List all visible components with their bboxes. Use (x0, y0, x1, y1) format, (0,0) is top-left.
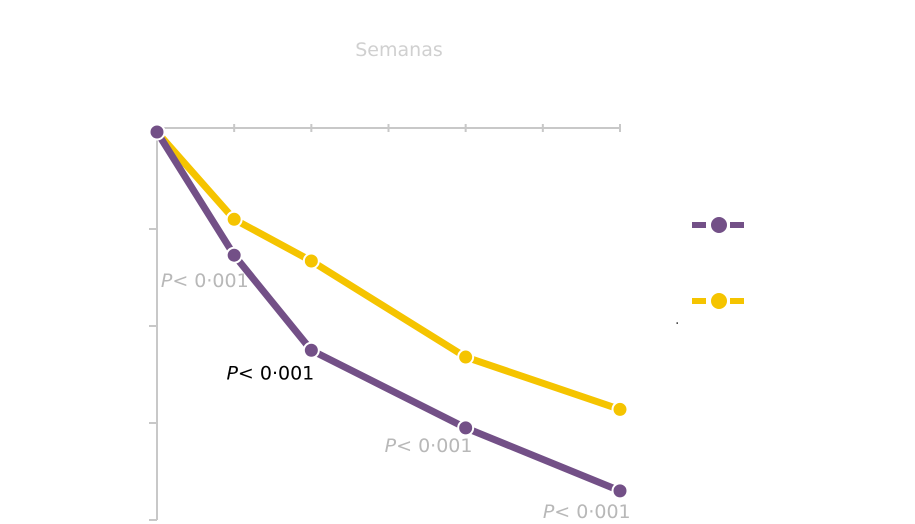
legend-purple-marker (709, 215, 729, 235)
series-1-point-3 (457, 348, 475, 366)
stray-dot: . (675, 312, 679, 328)
series-1-point-4 (611, 400, 629, 418)
p-value-label-2: P< 0·001 (385, 435, 473, 457)
p-value-annotations: P< 0·001 P< 0·001 P< 0·001 P< 0·001 (161, 270, 631, 523)
series-layer (148, 123, 629, 500)
y-axis-ticks (149, 228, 157, 521)
series-0-point-2 (302, 341, 320, 359)
series-1-point-1 (225, 210, 243, 228)
series-1 (148, 123, 629, 418)
p-value-label-3: P< 0·001 (543, 501, 631, 523)
series-1-point-2 (302, 252, 320, 270)
legend-entry-purple (692, 215, 746, 235)
x-axis-title: Semanas (355, 39, 443, 61)
series-0-point-3 (457, 419, 475, 437)
series-0 (148, 123, 629, 500)
legend-yellow-marker (709, 291, 729, 311)
legend (692, 215, 746, 311)
p-value-label-1: P< 0·001 (226, 362, 314, 384)
p-value-label-0: P< 0·001 (161, 270, 249, 292)
series-0-point-4 (611, 482, 629, 500)
series-0-point-1 (225, 246, 243, 264)
series-0-point-0 (148, 123, 166, 141)
legend-entry-yellow (692, 291, 746, 311)
